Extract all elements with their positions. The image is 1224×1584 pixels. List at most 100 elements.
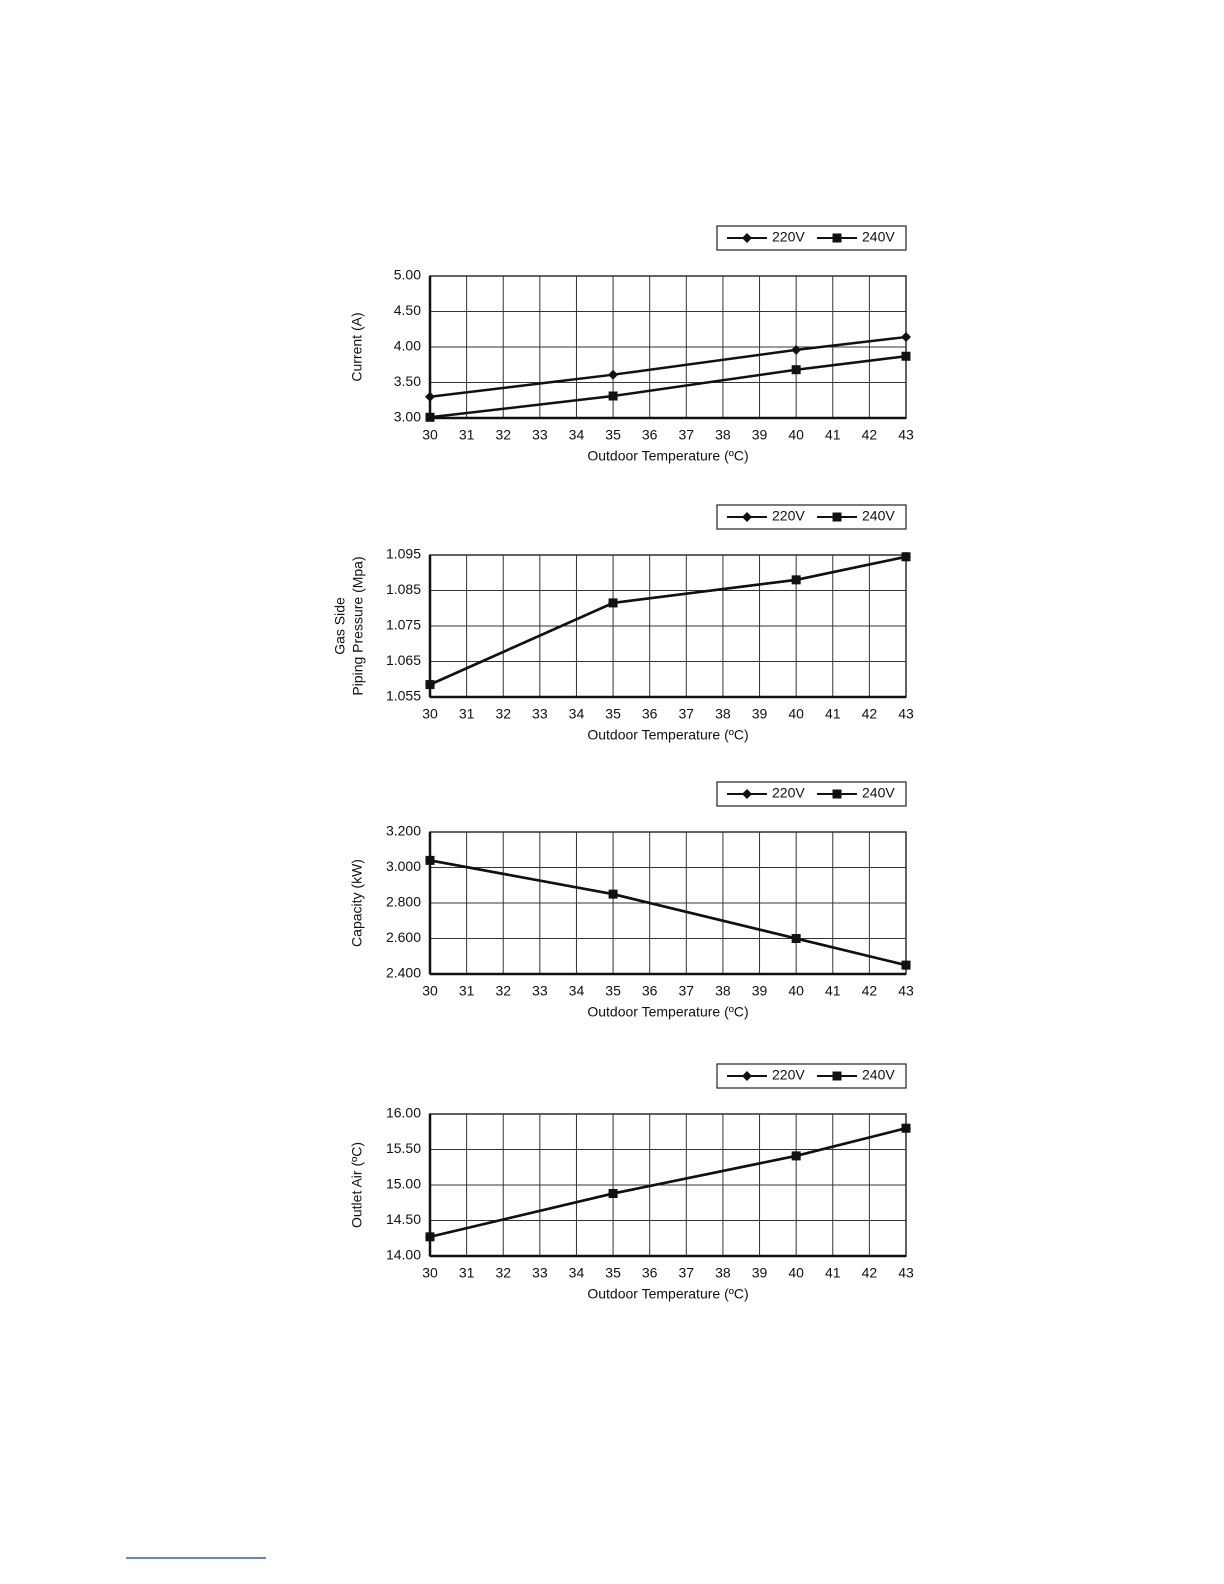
legend-label: 240V: [862, 785, 895, 801]
y-tick-label: 4.50: [394, 302, 421, 318]
y-tick-label: 1.095: [386, 546, 421, 562]
y-tick-label: 15.50: [386, 1140, 421, 1156]
legend-marker: [742, 233, 752, 243]
y-tick-label: 2.800: [386, 894, 421, 910]
x-axis-label: Outdoor Temperature (ºC): [587, 727, 748, 743]
legend-marker: [832, 789, 842, 799]
x-tick-label: 43: [898, 706, 914, 722]
marker-square: [425, 412, 435, 422]
marker-square: [791, 365, 801, 375]
legend-label: 240V: [862, 229, 895, 245]
marker-square: [901, 351, 911, 361]
x-tick-label: 35: [605, 1265, 621, 1281]
series-line: [429, 555, 907, 686]
y-axis-label: Outlet Air (ºC): [349, 1142, 365, 1228]
legend-marker: [742, 1071, 752, 1081]
series-line: [429, 1126, 907, 1239]
marker-diamond: [791, 344, 802, 355]
y-tick-label: 4.00: [394, 338, 421, 354]
x-tick-label: 38: [715, 1265, 731, 1281]
legend-label: 220V: [772, 785, 805, 801]
marker-square: [608, 1189, 618, 1199]
x-tick-label: 33: [532, 427, 548, 443]
x-tick-label: 30: [422, 427, 438, 443]
x-tick-label: 32: [495, 706, 511, 722]
marker-square: [608, 598, 618, 608]
legend-marker: [832, 512, 842, 522]
legend-label: 220V: [772, 1067, 805, 1083]
marker-square: [608, 889, 618, 899]
x-tick-label: 40: [788, 983, 804, 999]
x-tick-label: 42: [862, 706, 878, 722]
x-tick-label: 40: [788, 1265, 804, 1281]
x-tick-label: 34: [569, 983, 585, 999]
x-tick-label: 36: [642, 983, 658, 999]
y-tick-label: 16.00: [386, 1105, 421, 1121]
x-tick-label: 39: [752, 706, 768, 722]
marker-square: [791, 1151, 801, 1161]
x-tick-label: 38: [715, 427, 731, 443]
marker-square: [425, 855, 435, 865]
y-tick-label: 1.055: [386, 688, 421, 704]
x-tick-label: 41: [825, 427, 841, 443]
marker-square: [901, 552, 911, 562]
marker-square: [791, 934, 801, 943]
x-tick-label: 37: [679, 1265, 695, 1281]
y-tick-label: 14.00: [386, 1247, 421, 1263]
legend-label: 240V: [862, 1067, 895, 1083]
x-tick-label: 39: [752, 983, 768, 999]
marker-diamond: [608, 369, 619, 380]
y-tick-label: 1.085: [386, 581, 421, 597]
x-tick-label: 31: [459, 427, 475, 443]
y-tick-label: 3.000: [386, 858, 421, 874]
x-tick-label: 43: [898, 983, 914, 999]
x-tick-label: 43: [898, 1265, 914, 1281]
x-tick-label: 30: [422, 983, 438, 999]
marker-square: [425, 1232, 435, 1242]
y-axis-label: Piping Pressure (Mpa): [350, 556, 366, 695]
x-tick-label: 40: [788, 427, 804, 443]
legend-label: 220V: [772, 229, 805, 245]
x-tick-label: 38: [715, 983, 731, 999]
y-tick-label: 5.00: [394, 267, 421, 283]
x-tick-label: 32: [495, 983, 511, 999]
y-axis-label: Gas Side: [332, 597, 348, 655]
marker-diamond: [425, 391, 435, 402]
x-tick-label: 31: [459, 706, 475, 722]
x-tick-label: 34: [569, 1265, 585, 1281]
x-tick-label: 41: [825, 1265, 841, 1281]
x-tick-label: 37: [679, 427, 695, 443]
x-tick-label: 34: [569, 427, 585, 443]
x-tick-label: 36: [642, 427, 658, 443]
x-tick-label: 32: [495, 427, 511, 443]
x-tick-label: 41: [825, 706, 841, 722]
x-tick-label: 31: [459, 1265, 475, 1281]
x-tick-label: 30: [422, 706, 438, 722]
y-tick-label: 3.200: [386, 823, 421, 839]
legend-marker: [742, 512, 752, 522]
marker-diamond: [901, 332, 911, 343]
x-tick-label: 39: [752, 1265, 768, 1281]
x-tick-label: 33: [532, 1265, 548, 1281]
legend-label: 240V: [862, 508, 895, 524]
legend-marker: [832, 233, 842, 243]
y-tick-label: 14.50: [386, 1211, 421, 1227]
x-tick-label: 43: [898, 427, 914, 443]
y-tick-label: 1.065: [386, 652, 421, 668]
x-tick-label: 35: [605, 706, 621, 722]
y-tick-label: 2.400: [386, 965, 421, 981]
x-tick-label: 30: [422, 1265, 438, 1281]
legend-marker: [832, 1071, 842, 1081]
series-line: [429, 354, 907, 419]
x-tick-label: 39: [752, 427, 768, 443]
legend-label: 220V: [772, 508, 805, 524]
y-tick-label: 2.600: [386, 929, 421, 945]
x-tick-label: 36: [642, 1265, 658, 1281]
marker-square: [901, 1123, 911, 1133]
x-tick-label: 40: [788, 706, 804, 722]
y-tick-label: 15.00: [386, 1176, 421, 1192]
x-tick-label: 35: [605, 983, 621, 999]
x-axis-label: Outdoor Temperature (ºC): [587, 1004, 748, 1020]
